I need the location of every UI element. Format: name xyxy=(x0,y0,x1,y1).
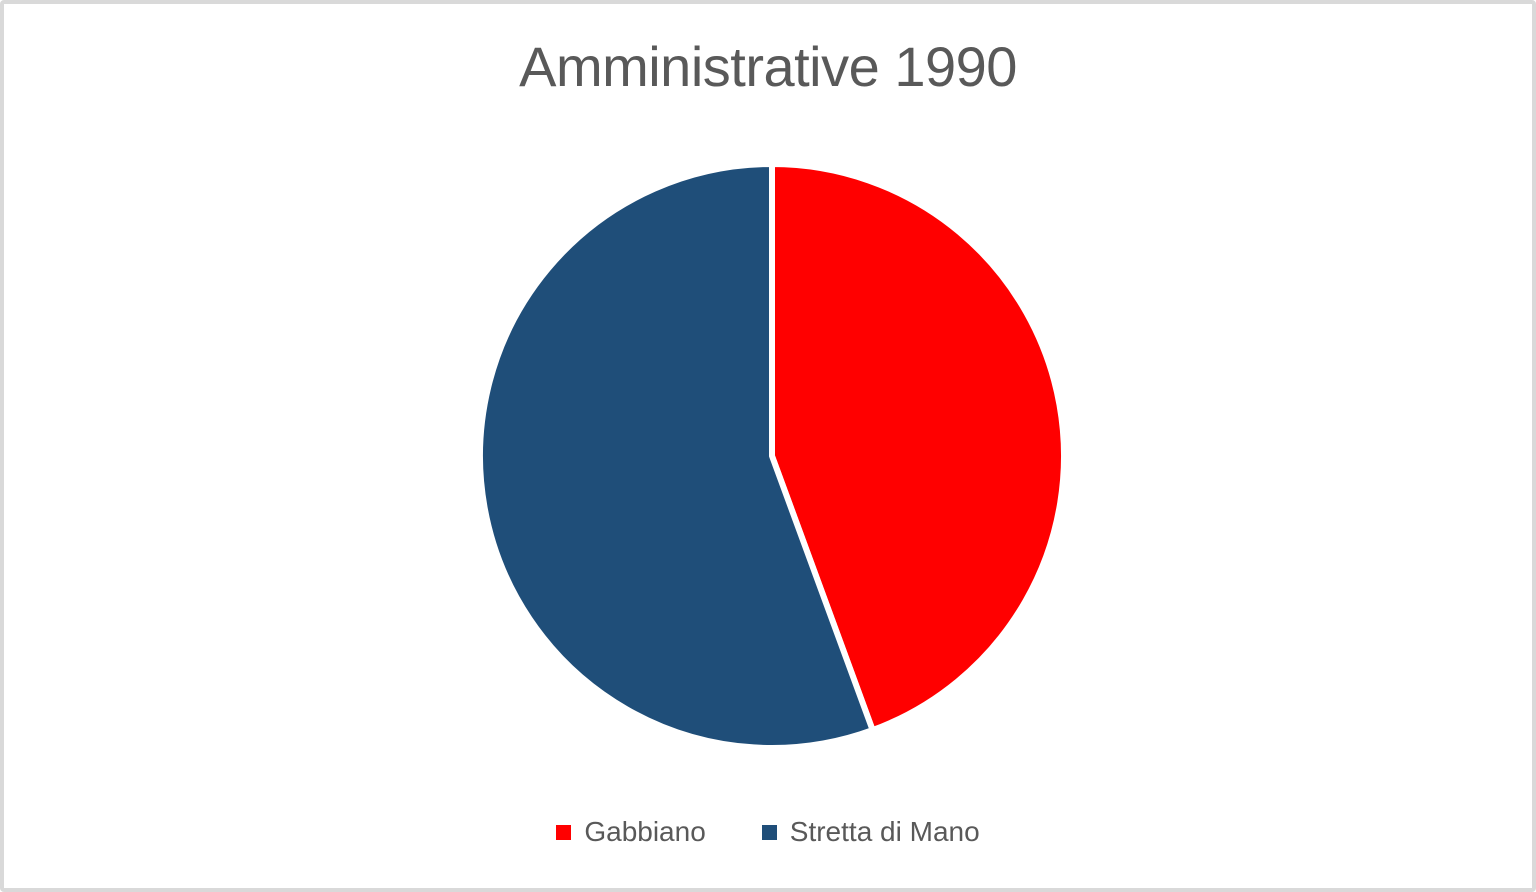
legend-marker-gabbiano xyxy=(556,824,572,840)
legend-label-stretta-di-mano: Stretta di Mano xyxy=(789,816,980,847)
legend-label-gabbiano: Gabbiano xyxy=(584,816,706,847)
pie-slice-gabbiano xyxy=(769,161,1067,734)
legend-item-stretta-di-mano: Stretta di Mano xyxy=(761,816,980,848)
legend-marker-stretta-di-mano xyxy=(761,824,777,840)
pie-slice-stretta-di-mano xyxy=(477,161,876,751)
pie-chart xyxy=(477,161,1067,751)
legend: Gabbiano Stretta di Mano xyxy=(4,808,1532,856)
chart-title: Amministrative 1990 xyxy=(519,35,1017,98)
legend-item-gabbiano: Gabbiano xyxy=(556,816,706,848)
